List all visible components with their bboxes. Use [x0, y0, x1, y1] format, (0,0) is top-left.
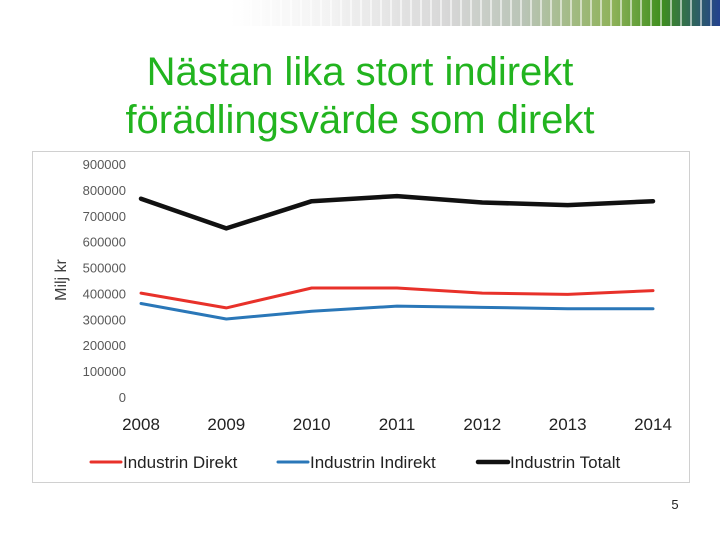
x-tick-label: 2012: [463, 415, 501, 434]
legend: Industrin Direkt Industrin Indirekt Indust…: [89, 453, 621, 472]
page-number: 5: [671, 497, 679, 512]
series-line-industrin-totalt: [138, 193, 656, 231]
y-tick-label: 0: [119, 390, 126, 405]
x-tick-label: 2014: [634, 415, 672, 434]
y-tick-label: 300000: [83, 312, 126, 327]
y-tick-label: 400000: [83, 286, 126, 301]
y-tick-label: 100000: [83, 364, 126, 379]
x-tick-label: 2013: [549, 415, 587, 434]
y-tick-label: 200000: [83, 338, 126, 353]
x-tick-label: 2009: [207, 415, 245, 434]
header-decoration-band: [230, 0, 720, 26]
series-lines: [138, 193, 656, 321]
series-line-industrin-direkt: [139, 286, 655, 310]
x-tick-label: 2010: [293, 415, 331, 434]
y-axis-ticks: 900000 800000 700000 600000 500000 400000 3000…: [83, 157, 126, 405]
series-line-industrin-indirekt: [139, 302, 655, 321]
x-tick-label: 2011: [379, 415, 416, 434]
y-axis-label: Milj kr: [53, 258, 70, 300]
y-tick-label: 700000: [83, 209, 126, 224]
legend-label: Industrin Direkt: [123, 453, 238, 472]
chart-frame: 900000 800000 700000 600000 500000 400000 3000…: [32, 151, 690, 483]
y-tick-label: 500000: [83, 261, 126, 276]
x-tick-label: 2008: [122, 415, 160, 434]
x-axis-ticks: 2008 2009 2010 2011 2012 2013 2014: [122, 415, 672, 434]
legend-label: Industrin Indirekt: [310, 453, 436, 472]
y-tick-label: 900000: [83, 157, 126, 172]
line-chart: 900000 800000 700000 600000 500000 400000 3000…: [53, 157, 672, 472]
legend-label: Industrin Totalt: [510, 453, 621, 472]
y-tick-label: 600000: [83, 235, 126, 250]
y-tick-label: 800000: [83, 183, 126, 198]
slide-title: Nästan lika stort indirekt förädlingsvär…: [0, 48, 720, 144]
slide-title-line-1: Nästan lika stort indirekt: [146, 50, 574, 94]
slide-title-line-2: förädlingsvärde som direkt: [125, 98, 595, 142]
